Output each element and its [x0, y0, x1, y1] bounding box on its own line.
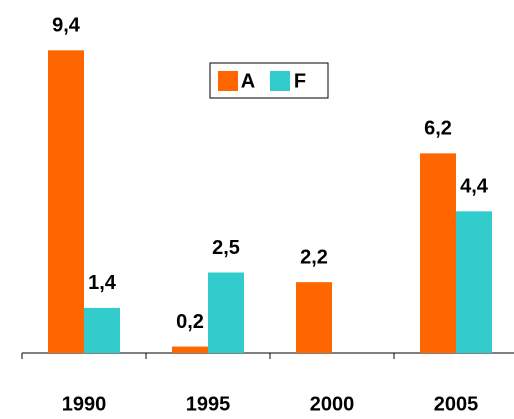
bar [208, 272, 244, 353]
bar [296, 282, 332, 353]
bar [84, 307, 120, 353]
bar [172, 346, 208, 353]
x-tick-label: 2005 [434, 393, 479, 415]
value-label: 9,4 [52, 15, 81, 37]
bar [456, 211, 492, 353]
value-label: 2,5 [212, 237, 240, 259]
legend-label: F [294, 70, 306, 92]
value-label: 1,4 [88, 272, 117, 294]
bar [48, 50, 84, 353]
value-label: 2,2 [300, 246, 328, 268]
bar [420, 153, 456, 353]
x-tick-label: 1990 [62, 393, 107, 415]
x-tick-label: 1995 [186, 393, 231, 415]
value-label: 6,2 [424, 118, 452, 140]
value-label: 0,2 [176, 311, 204, 333]
x-tick-label: 2000 [310, 393, 355, 415]
legend-label: A [241, 70, 255, 92]
legend-swatch [270, 71, 290, 91]
value-label: 4,4 [460, 176, 489, 198]
legend-swatch [218, 71, 238, 91]
